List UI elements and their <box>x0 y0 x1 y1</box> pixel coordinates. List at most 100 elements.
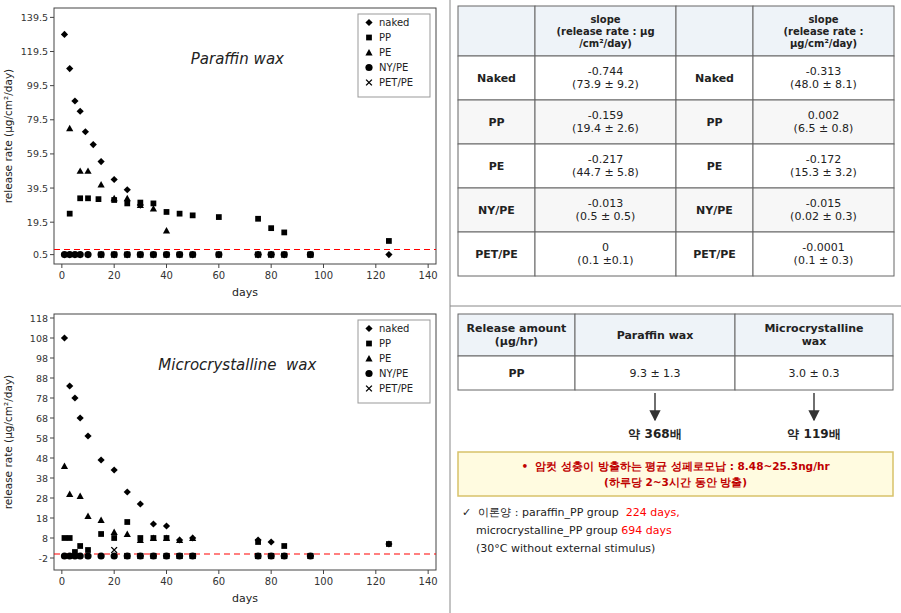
point <box>281 543 287 549</box>
cell <box>735 356 893 390</box>
y-tick <box>50 478 54 479</box>
legend-marker <box>365 64 372 71</box>
point <box>97 456 104 463</box>
header-cell <box>458 6 535 56</box>
cell-text: Naked <box>477 72 516 85</box>
point <box>190 553 196 559</box>
point <box>85 547 91 553</box>
legend-label: naked <box>379 17 409 28</box>
point <box>61 31 68 38</box>
point <box>216 214 222 220</box>
cell-text: -0.217(44.7 ± 5.8) <box>572 153 639 179</box>
x-tick-label: 0 <box>59 270 65 281</box>
y-tick <box>50 188 54 189</box>
y-tick-label: 79.5 <box>27 114 48 125</box>
text-line: (48.0 ± 8.1) <box>790 78 857 91</box>
legend-label: naked <box>379 323 409 334</box>
y-tick <box>50 318 54 319</box>
point <box>97 158 104 165</box>
header-cell <box>676 6 753 56</box>
text-line: -0.159 <box>588 109 623 122</box>
point <box>268 252 274 258</box>
point <box>308 252 314 258</box>
point <box>163 251 170 258</box>
cell <box>676 144 753 188</box>
text-line: PET/PE <box>693 248 736 261</box>
point <box>111 528 118 534</box>
annotation: 약 368배 <box>628 427 681 441</box>
plot-frame <box>54 314 436 570</box>
y-tick <box>50 398 54 399</box>
point <box>61 334 68 341</box>
x-tick-label: 120 <box>366 576 385 587</box>
y-tick <box>50 418 54 419</box>
point <box>124 251 131 258</box>
text-line: (0.02 ± 0.3) <box>790 210 857 223</box>
y-tick-label: 39.5 <box>27 183 48 194</box>
point <box>268 553 274 559</box>
point <box>281 553 287 559</box>
point <box>62 535 68 541</box>
cell <box>753 232 894 276</box>
y-tick-label: 139.5 <box>21 12 48 23</box>
cell-text: Naked <box>695 72 734 85</box>
legend-label: NY/PE <box>379 62 408 73</box>
arrow <box>813 393 814 420</box>
legend-marker <box>366 35 372 41</box>
cell <box>753 100 894 144</box>
y-tick-label: 19.5 <box>27 217 48 228</box>
cell <box>535 232 676 276</box>
y-tick <box>50 378 54 379</box>
cell <box>535 188 676 232</box>
plot-area <box>54 334 436 559</box>
point <box>190 252 196 258</box>
point <box>190 212 196 218</box>
point <box>124 186 131 193</box>
point <box>124 530 131 536</box>
point <box>111 466 118 473</box>
text-line: PE <box>489 160 505 173</box>
point <box>190 553 196 559</box>
point <box>84 552 91 559</box>
point <box>82 128 89 135</box>
point <box>151 535 157 541</box>
point <box>176 251 183 258</box>
y-tick-label: 8 <box>42 533 48 544</box>
y-tick-label: 28 <box>36 493 48 504</box>
point <box>254 251 261 258</box>
point <box>85 195 91 201</box>
header-text: slope(release rate : μg/cm²/day) <box>556 14 654 49</box>
x-tick <box>218 264 219 268</box>
point <box>150 251 157 258</box>
x-tick <box>428 264 429 268</box>
cell <box>458 100 535 144</box>
point <box>254 552 261 559</box>
series <box>62 519 392 559</box>
point <box>176 552 183 559</box>
point <box>77 543 83 549</box>
y-tick-label: 58 <box>36 433 48 444</box>
table: Release amount(μg/hr)Paraffin waxMicrocr… <box>458 314 893 390</box>
cell-text: 9.3 ± 1.3 <box>629 367 680 380</box>
point <box>84 167 91 173</box>
plot-frame <box>54 8 436 264</box>
divider <box>450 306 901 307</box>
text-line: Naked <box>695 72 734 85</box>
header-text: Release amount(μg/hr) <box>467 322 567 348</box>
y-tick-label: 18 <box>36 513 48 524</box>
y-tick <box>50 338 54 339</box>
point <box>77 167 84 173</box>
header-cell <box>735 314 893 356</box>
text-line: slope <box>590 14 620 25</box>
x-tick-label: 0 <box>59 576 65 587</box>
cell-text: PE <box>489 160 505 173</box>
point <box>163 227 170 233</box>
x-tick <box>61 570 62 574</box>
footnote-part: (30°C without external stimulus) <box>462 542 655 555</box>
text-line: (19.4 ± 2.6) <box>572 122 639 135</box>
point <box>137 202 144 208</box>
x-tick-label: 60 <box>212 270 225 281</box>
point <box>77 108 84 115</box>
point <box>281 251 288 258</box>
text-line: slope <box>808 14 838 25</box>
